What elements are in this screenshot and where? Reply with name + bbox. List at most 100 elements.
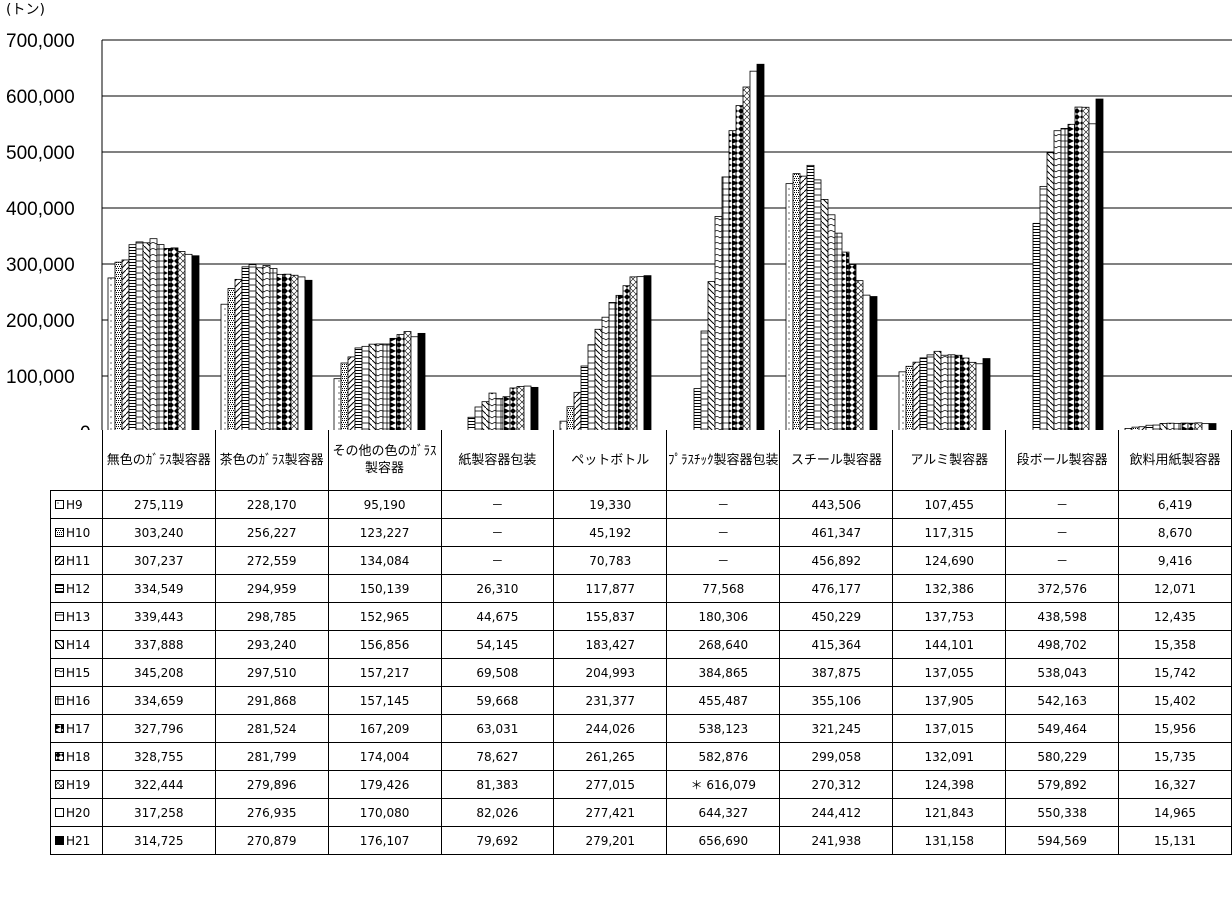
table-cell: 328,755 [101, 742, 216, 771]
table-cell: 297,510 [214, 658, 329, 687]
table-cell: 322,444 [101, 770, 216, 799]
table-cell: 294,959 [214, 574, 329, 603]
bar [1124, 428, 1133, 430]
bar [1053, 130, 1062, 430]
table-cell: 180,306 [666, 602, 781, 631]
bar [1166, 422, 1175, 430]
table-cell: － [1005, 546, 1120, 575]
bar [566, 406, 575, 430]
table-row: H15 345,208 297,510 157,217 69,508 204,993 384… [50, 658, 1232, 687]
bar [1173, 422, 1182, 430]
table-cell: 244,026 [553, 714, 668, 743]
bar [869, 296, 878, 430]
table-cell: 78,627 [440, 742, 555, 771]
table-cell: 415,364 [779, 630, 894, 659]
bar [163, 248, 172, 430]
bar [1074, 106, 1083, 430]
series-label: H15 [50, 658, 103, 687]
bar [135, 241, 144, 430]
table-cell: 268,640 [666, 630, 781, 659]
bar [304, 279, 313, 430]
bar [905, 365, 914, 430]
bar [912, 361, 921, 430]
bar [1039, 185, 1048, 430]
table-cell: 131,158 [892, 826, 1007, 855]
table-cell: 291,868 [214, 686, 329, 715]
table-cell: 542,163 [1005, 686, 1120, 715]
bar [1060, 127, 1069, 430]
bar [149, 238, 158, 430]
bar [848, 264, 857, 430]
table-cell: 12,071 [1118, 574, 1232, 603]
table-cell: 456,892 [779, 546, 894, 575]
bar [156, 244, 165, 430]
table-cell: 580,229 [1005, 742, 1120, 771]
series-label: H14 [50, 630, 103, 659]
bar [502, 396, 511, 430]
legend-swatch [55, 779, 64, 789]
bar [742, 86, 751, 430]
category-label: 段ボール製容器 [1005, 430, 1120, 491]
table-cell: 95,190 [327, 490, 442, 519]
table-cell: 70,783 [553, 546, 668, 575]
table-cell: 455,487 [666, 686, 781, 715]
series-name: H12 [66, 581, 91, 596]
table-row: H13 339,443 298,785 152,965 44,675 155,837 180… [50, 602, 1232, 631]
table-cell: 204,993 [553, 658, 668, 687]
category-label: 無色のｶﾞﾗｽ製容器 [101, 430, 216, 491]
table-cell: 594,569 [1005, 826, 1120, 855]
series-name: H14 [66, 637, 91, 652]
table-cell: 15,742 [1118, 658, 1232, 687]
bar [1208, 423, 1217, 430]
table-cell: 81,383 [440, 770, 555, 799]
table-cell: 277,421 [553, 798, 668, 827]
bar [601, 316, 610, 430]
table-cell: 6,419 [1118, 490, 1232, 519]
bar [333, 378, 342, 430]
table-cell: 15,956 [1118, 714, 1232, 743]
table-row: H17 327,796 281,524 167,209 63,031 244,026 538… [50, 714, 1232, 743]
bar [191, 255, 200, 430]
table-row: H14 337,888 293,240 156,856 54,145 183,427 268… [50, 630, 1232, 659]
table-cell: 15,402 [1118, 686, 1232, 715]
table-cell: 134,084 [327, 546, 442, 575]
legend-swatch [55, 807, 64, 817]
table-cell: 293,240 [214, 630, 329, 659]
table-cell: 15,131 [1118, 826, 1232, 855]
bar [488, 392, 497, 430]
y-tick-label: 700,000 [6, 31, 75, 52]
category-label: アルミ製容器 [892, 430, 1007, 491]
series-name: H10 [66, 525, 91, 540]
series-label: H12 [50, 574, 103, 603]
table-cell: 124,398 [892, 770, 1007, 799]
table-cell: 144,101 [892, 630, 1007, 659]
table-cell: 14,965 [1118, 798, 1232, 827]
series-name: H11 [66, 553, 91, 568]
table-cell: － [1005, 518, 1120, 547]
bar [290, 274, 299, 430]
table-cell: － [666, 490, 781, 519]
table-cell: 157,217 [327, 658, 442, 687]
table-cell: 63,031 [440, 714, 555, 743]
table-cell: 279,896 [214, 770, 329, 799]
series-label: H18 [50, 742, 103, 771]
series-name: H16 [66, 693, 91, 708]
y-tick-label: 500,000 [6, 143, 75, 164]
table-cell: 150,139 [327, 574, 442, 603]
category-label: ﾌﾟﾗｽﾁｯｸ製容器包装 [666, 430, 781, 491]
table-cell: 176,107 [327, 826, 442, 855]
bar [615, 294, 624, 430]
legend-swatch [55, 583, 64, 593]
bar [220, 303, 229, 430]
table-cell: 132,386 [892, 574, 1007, 603]
bar [813, 179, 822, 430]
table-cell: 345,208 [101, 658, 216, 687]
table-cell: 77,568 [666, 574, 781, 603]
bar [340, 362, 349, 430]
bar [1187, 422, 1196, 430]
table-row: H11 307,237 272,559 134,084 － 70,783 － 456,892 1… [50, 546, 1232, 575]
bar [919, 357, 928, 430]
table-cell: 275,119 [101, 490, 216, 519]
table-cell: 132,091 [892, 742, 1007, 771]
legend-swatch [55, 695, 64, 705]
